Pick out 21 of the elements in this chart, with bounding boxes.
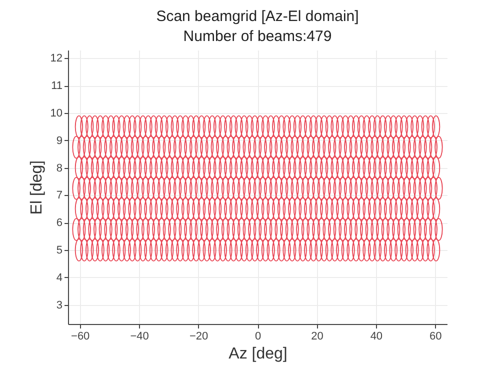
x-tick-label: −40 bbox=[130, 330, 149, 342]
y-tick-label: 4 bbox=[56, 272, 62, 284]
y-tick-label: 8 bbox=[56, 162, 62, 174]
x-tick-label: −60 bbox=[71, 330, 90, 342]
y-tick-label: 9 bbox=[56, 134, 62, 147]
y-tick-label: 11 bbox=[51, 80, 62, 92]
x-axis-title: Az [deg] bbox=[228, 346, 288, 362]
x-tick-label: 40 bbox=[370, 330, 383, 342]
x-tick-label: −20 bbox=[189, 330, 208, 342]
x-tick-label: 60 bbox=[430, 330, 442, 342]
y-tick-label: 10 bbox=[50, 108, 62, 120]
x-tick-label: 0 bbox=[254, 330, 262, 342]
y-tick-label: 12 bbox=[50, 52, 62, 65]
y-tick-label: 7 bbox=[56, 190, 62, 202]
chart-subtitle: Number of beams:479 bbox=[183, 28, 332, 45]
x-tick-label: 20 bbox=[311, 330, 324, 342]
chart-title: Scan beamgrid [Az-El domain] bbox=[156, 8, 359, 25]
y-tick-label: 5 bbox=[56, 244, 62, 257]
y-tick-label: 6 bbox=[56, 217, 62, 230]
y-axis-title: El [deg] bbox=[28, 160, 46, 215]
y-tick-label: 3 bbox=[56, 299, 62, 312]
